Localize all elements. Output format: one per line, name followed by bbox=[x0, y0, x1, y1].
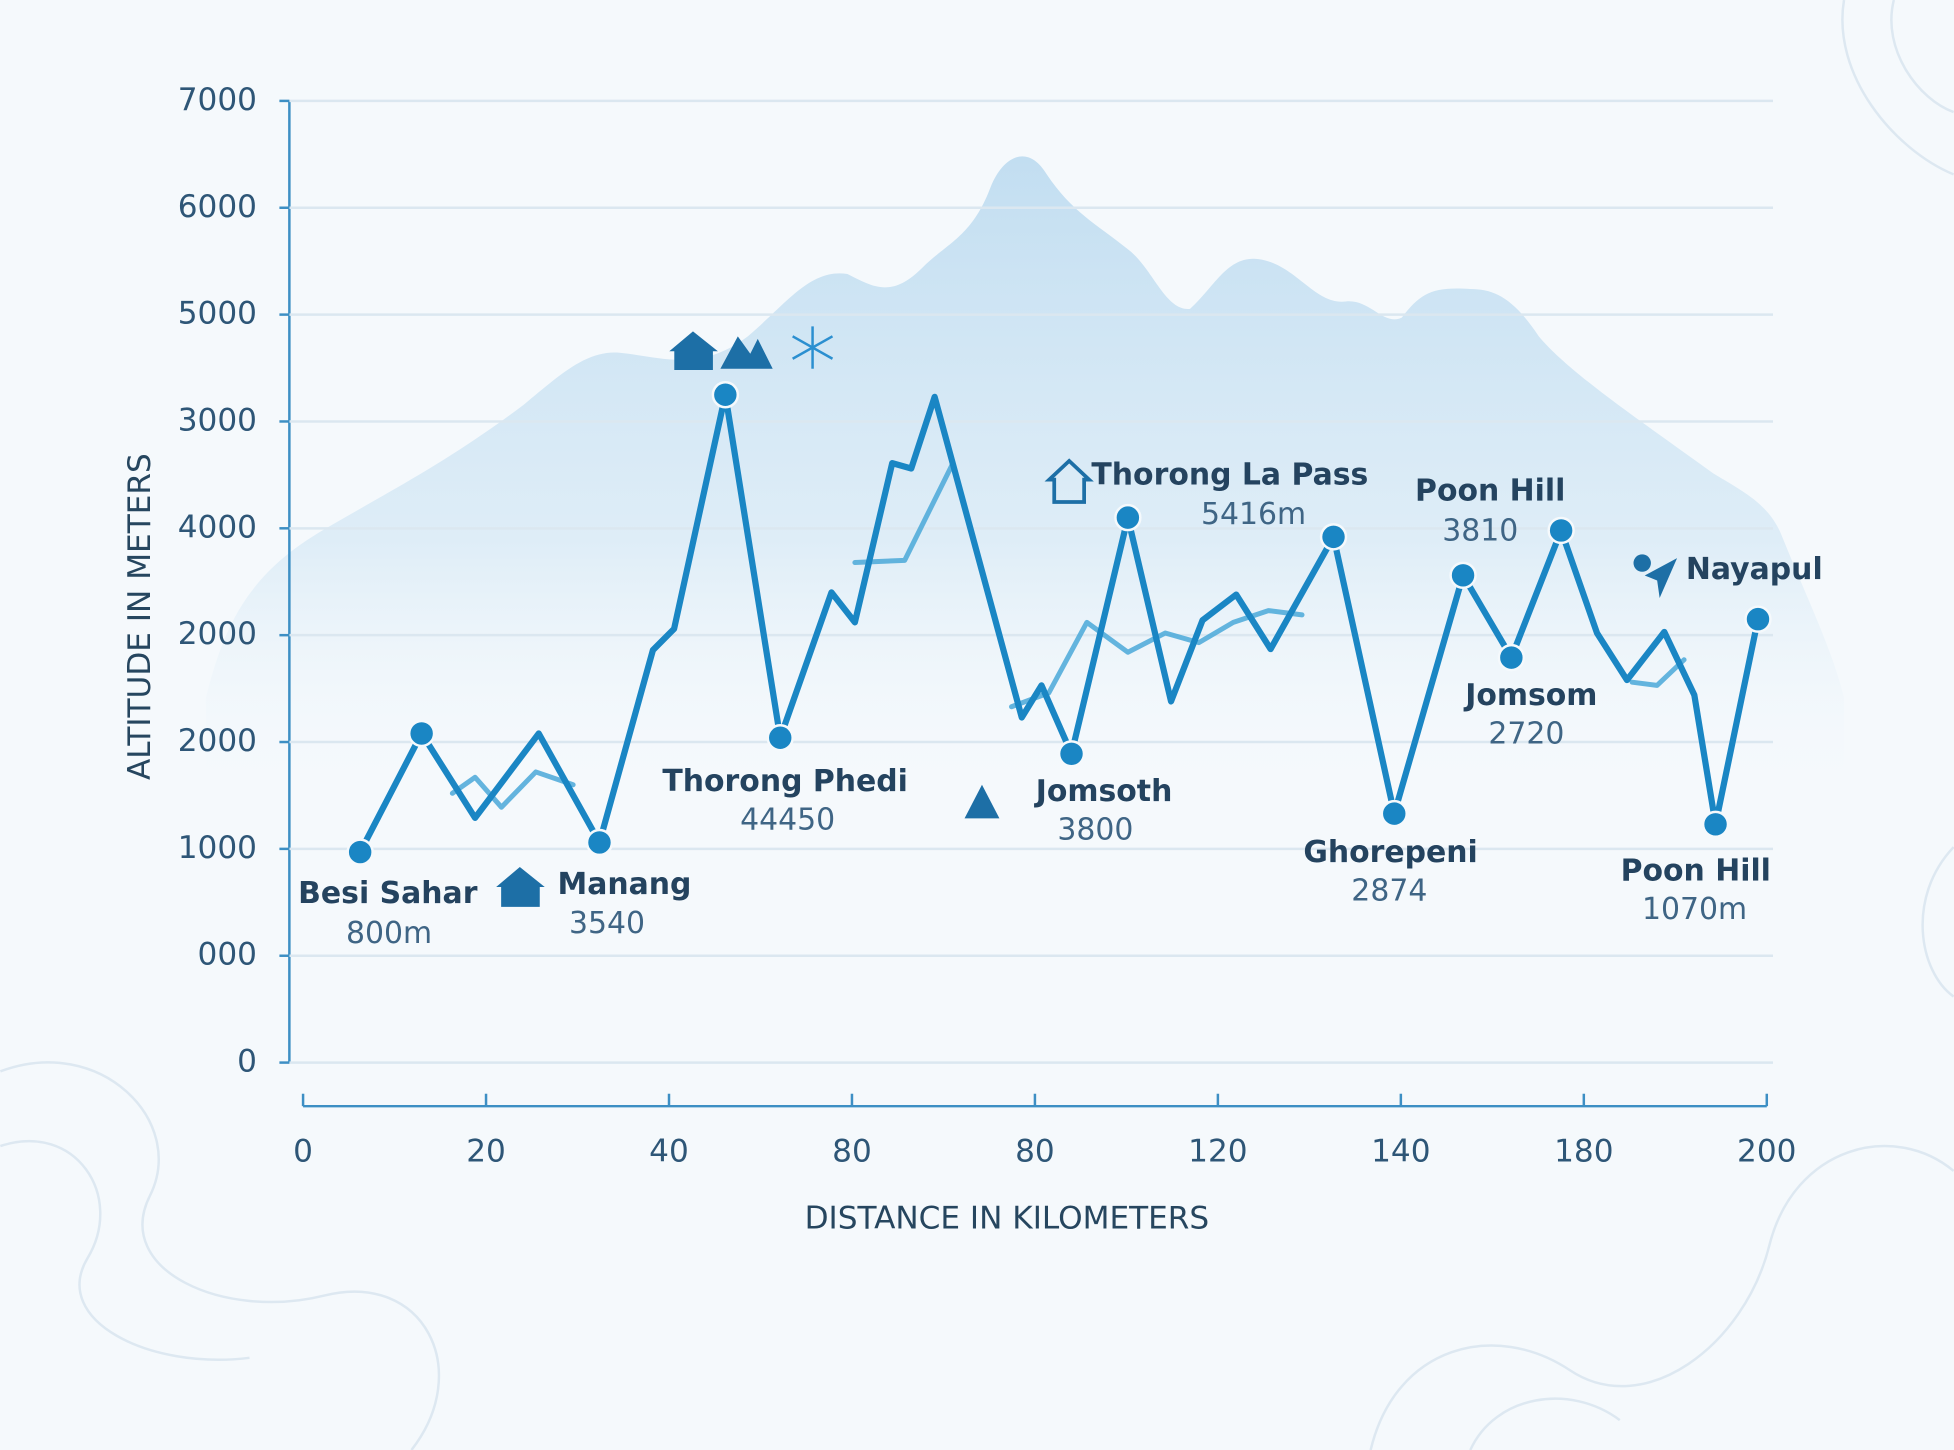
y-tick-label: 4000 bbox=[178, 509, 257, 545]
annotation-sub: 1070m bbox=[1642, 892, 1747, 927]
point bbox=[711, 381, 740, 409]
annotation-sub: 3540 bbox=[569, 906, 645, 941]
annotation: Jomsom bbox=[1463, 678, 1597, 713]
annotation-sub: 2720 bbox=[1488, 716, 1564, 751]
point bbox=[1547, 516, 1575, 545]
x-tick-label: 80 bbox=[832, 1133, 872, 1169]
x-tick-label: 20 bbox=[466, 1133, 506, 1169]
annotation: Thorong Phedi bbox=[662, 764, 908, 799]
x-tick-label: 40 bbox=[649, 1133, 689, 1169]
annotation: Jomsoth bbox=[1034, 774, 1173, 809]
annotation: Besi Sahar bbox=[298, 876, 478, 911]
annotation: Nayapul bbox=[1686, 552, 1823, 587]
point bbox=[766, 724, 794, 752]
y-tick-label: 5000 bbox=[178, 296, 257, 332]
annotation: Thorong La Pass bbox=[1091, 457, 1368, 492]
y-tick-label: 2000 bbox=[178, 616, 257, 652]
icons bbox=[496, 326, 1678, 907]
x-tick-label: 180 bbox=[1554, 1133, 1613, 1169]
line bbox=[449, 460, 1687, 810]
annotation: Poon Hill bbox=[1621, 853, 1771, 888]
mountain-silhouette bbox=[205, 156, 1845, 798]
y-tick-label: 7000 bbox=[178, 82, 257, 118]
annotation-sub: 3800 bbox=[1057, 812, 1133, 847]
point bbox=[407, 719, 436, 748]
annotation-sub: 44450 bbox=[740, 802, 835, 837]
x-tick-label: 120 bbox=[1188, 1133, 1247, 1169]
annotation-sub: 800m bbox=[346, 916, 432, 951]
annotation-sub: 3810 bbox=[1442, 513, 1518, 548]
y-tick-label: 1000 bbox=[178, 830, 257, 866]
x-tick-label: 140 bbox=[1371, 1133, 1430, 1169]
x-tick-label: 200 bbox=[1737, 1133, 1796, 1169]
x-tick-label: 0 bbox=[293, 1133, 313, 1169]
annotation: Ghorepeni bbox=[1303, 835, 1477, 870]
point bbox=[1319, 523, 1348, 551]
annotation: Manang bbox=[557, 867, 691, 902]
annotation: Poon Hill bbox=[1415, 474, 1565, 509]
point bbox=[1449, 561, 1477, 590]
y-tick-label: 000 bbox=[198, 937, 257, 973]
point bbox=[1057, 740, 1086, 768]
y-tick-label: 3000 bbox=[178, 402, 257, 438]
x-tick-label: 80 bbox=[1015, 1133, 1055, 1169]
point bbox=[1701, 810, 1730, 839]
x-axis-title: DISTANCE IN KILOMETERS bbox=[805, 1201, 1210, 1237]
point bbox=[1114, 503, 1142, 532]
y-tick-label: 6000 bbox=[178, 189, 257, 225]
y-axis-title: ALTITUDE IN METERS bbox=[122, 453, 158, 780]
point bbox=[1380, 799, 1408, 828]
point bbox=[346, 838, 374, 866]
y-tick-label: 2000 bbox=[178, 723, 257, 759]
point bbox=[585, 828, 614, 857]
annotation-sub: 2874 bbox=[1351, 873, 1427, 908]
y-tick-label: 0 bbox=[237, 1044, 257, 1080]
point bbox=[1497, 643, 1526, 672]
point bbox=[1744, 605, 1772, 633]
annotation-sub: 5416m bbox=[1201, 497, 1306, 532]
